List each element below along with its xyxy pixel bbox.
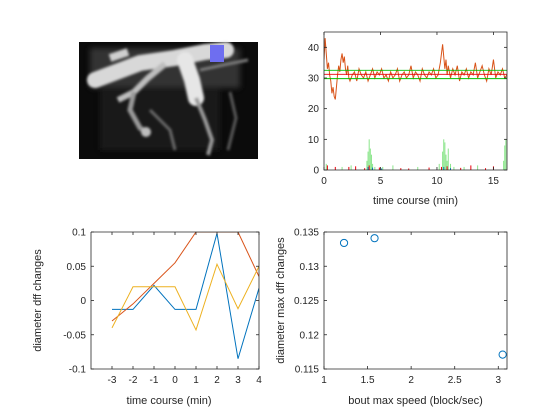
y-tick-label: 0.1: [72, 228, 86, 239]
x-tick-label: 2: [408, 375, 414, 386]
aligned-series-line-3: [111, 262, 259, 332]
y-tick-label: 0: [80, 296, 86, 307]
y-tick-label: 0.13: [300, 262, 320, 273]
diameter-line: [324, 38, 507, 100]
trace-xlabel: time course (min): [373, 195, 458, 207]
y-tick-label: 0.115: [295, 365, 320, 376]
y-tick-label: 20: [308, 104, 320, 115]
roi-marker: [210, 45, 224, 62]
y-tick-label: -0.1: [69, 365, 87, 376]
vessel-image-panel: [79, 42, 258, 159]
y-tick-label: 40: [308, 43, 320, 54]
scatter-point: [370, 234, 379, 243]
x-tick-label: 4: [256, 375, 262, 386]
y-tick-label: 10: [308, 135, 320, 146]
y-tick-label: 0: [313, 166, 319, 177]
x-tick-label: -3: [108, 375, 117, 386]
y-tick-label: 0.125: [294, 296, 319, 307]
x-tick-label: 2: [214, 375, 220, 386]
y-tick-label: 0.05: [67, 262, 87, 273]
x-tick-label: 0: [321, 176, 327, 187]
x-tick-label: 1: [193, 375, 199, 386]
trace-plot-area: [324, 38, 507, 170]
x-tick-label: 15: [488, 176, 500, 187]
aligned-ticks: -3 -2 -1 0 1 2 3 4 -0.1 -0.05 0 0.05 0.1: [63, 228, 262, 387]
trace-ticks: 0 5 10 15 0 10 20 30 40: [308, 32, 507, 187]
scatter-axes: 1 1.5 2 2.5 3 0.115 0.12 0.125 0.13 0.135 bout ma…: [275, 228, 508, 407]
scatter-ticks: 1 1.5 2 2.5 3 0.115 0.12 0.125 0.13 0.135: [294, 228, 507, 386]
aligned-plot-area: [111, 232, 259, 359]
x-tick-label: -1: [150, 375, 159, 386]
y-tick-label: 0.12: [300, 330, 320, 341]
x-tick-label: 1: [321, 375, 327, 386]
aligned-series-line-2: [111, 232, 259, 322]
y-tick-label: -0.05: [63, 330, 86, 341]
x-tick-label: 3: [496, 375, 502, 386]
y-tick-label: 0.135: [294, 228, 319, 239]
x-tick-label: 5: [378, 176, 384, 187]
y-tick-label: 30: [308, 74, 320, 85]
aligned-xlabel: time course (min): [127, 395, 212, 407]
scatter-plot-area: [339, 234, 507, 359]
aligned-axes: -3 -2 -1 0 1 2 3 4 -0.1 -0.05 0 0.05 0.1 time course…: [32, 228, 262, 408]
aligned-ylabel: diameter dff changes: [32, 249, 44, 352]
x-tick-label: -2: [129, 375, 138, 386]
x-tick-label: 2.5: [448, 375, 462, 386]
x-tick-label: 1.5: [361, 375, 375, 386]
x-tick-label: 3: [235, 375, 241, 386]
x-tick-label: 10: [431, 176, 443, 187]
scatter-ylabel: diameter max dff changes: [275, 237, 287, 364]
scatter-point: [339, 238, 349, 248]
scatter-xlabel: bout max speed (block/sec): [348, 395, 483, 407]
x-tick-label: 0: [172, 375, 178, 386]
scatter-point: [498, 350, 507, 359]
trace-axes: 0 5 10 15 0 10 20 30 40 time course (min): [308, 31, 508, 207]
